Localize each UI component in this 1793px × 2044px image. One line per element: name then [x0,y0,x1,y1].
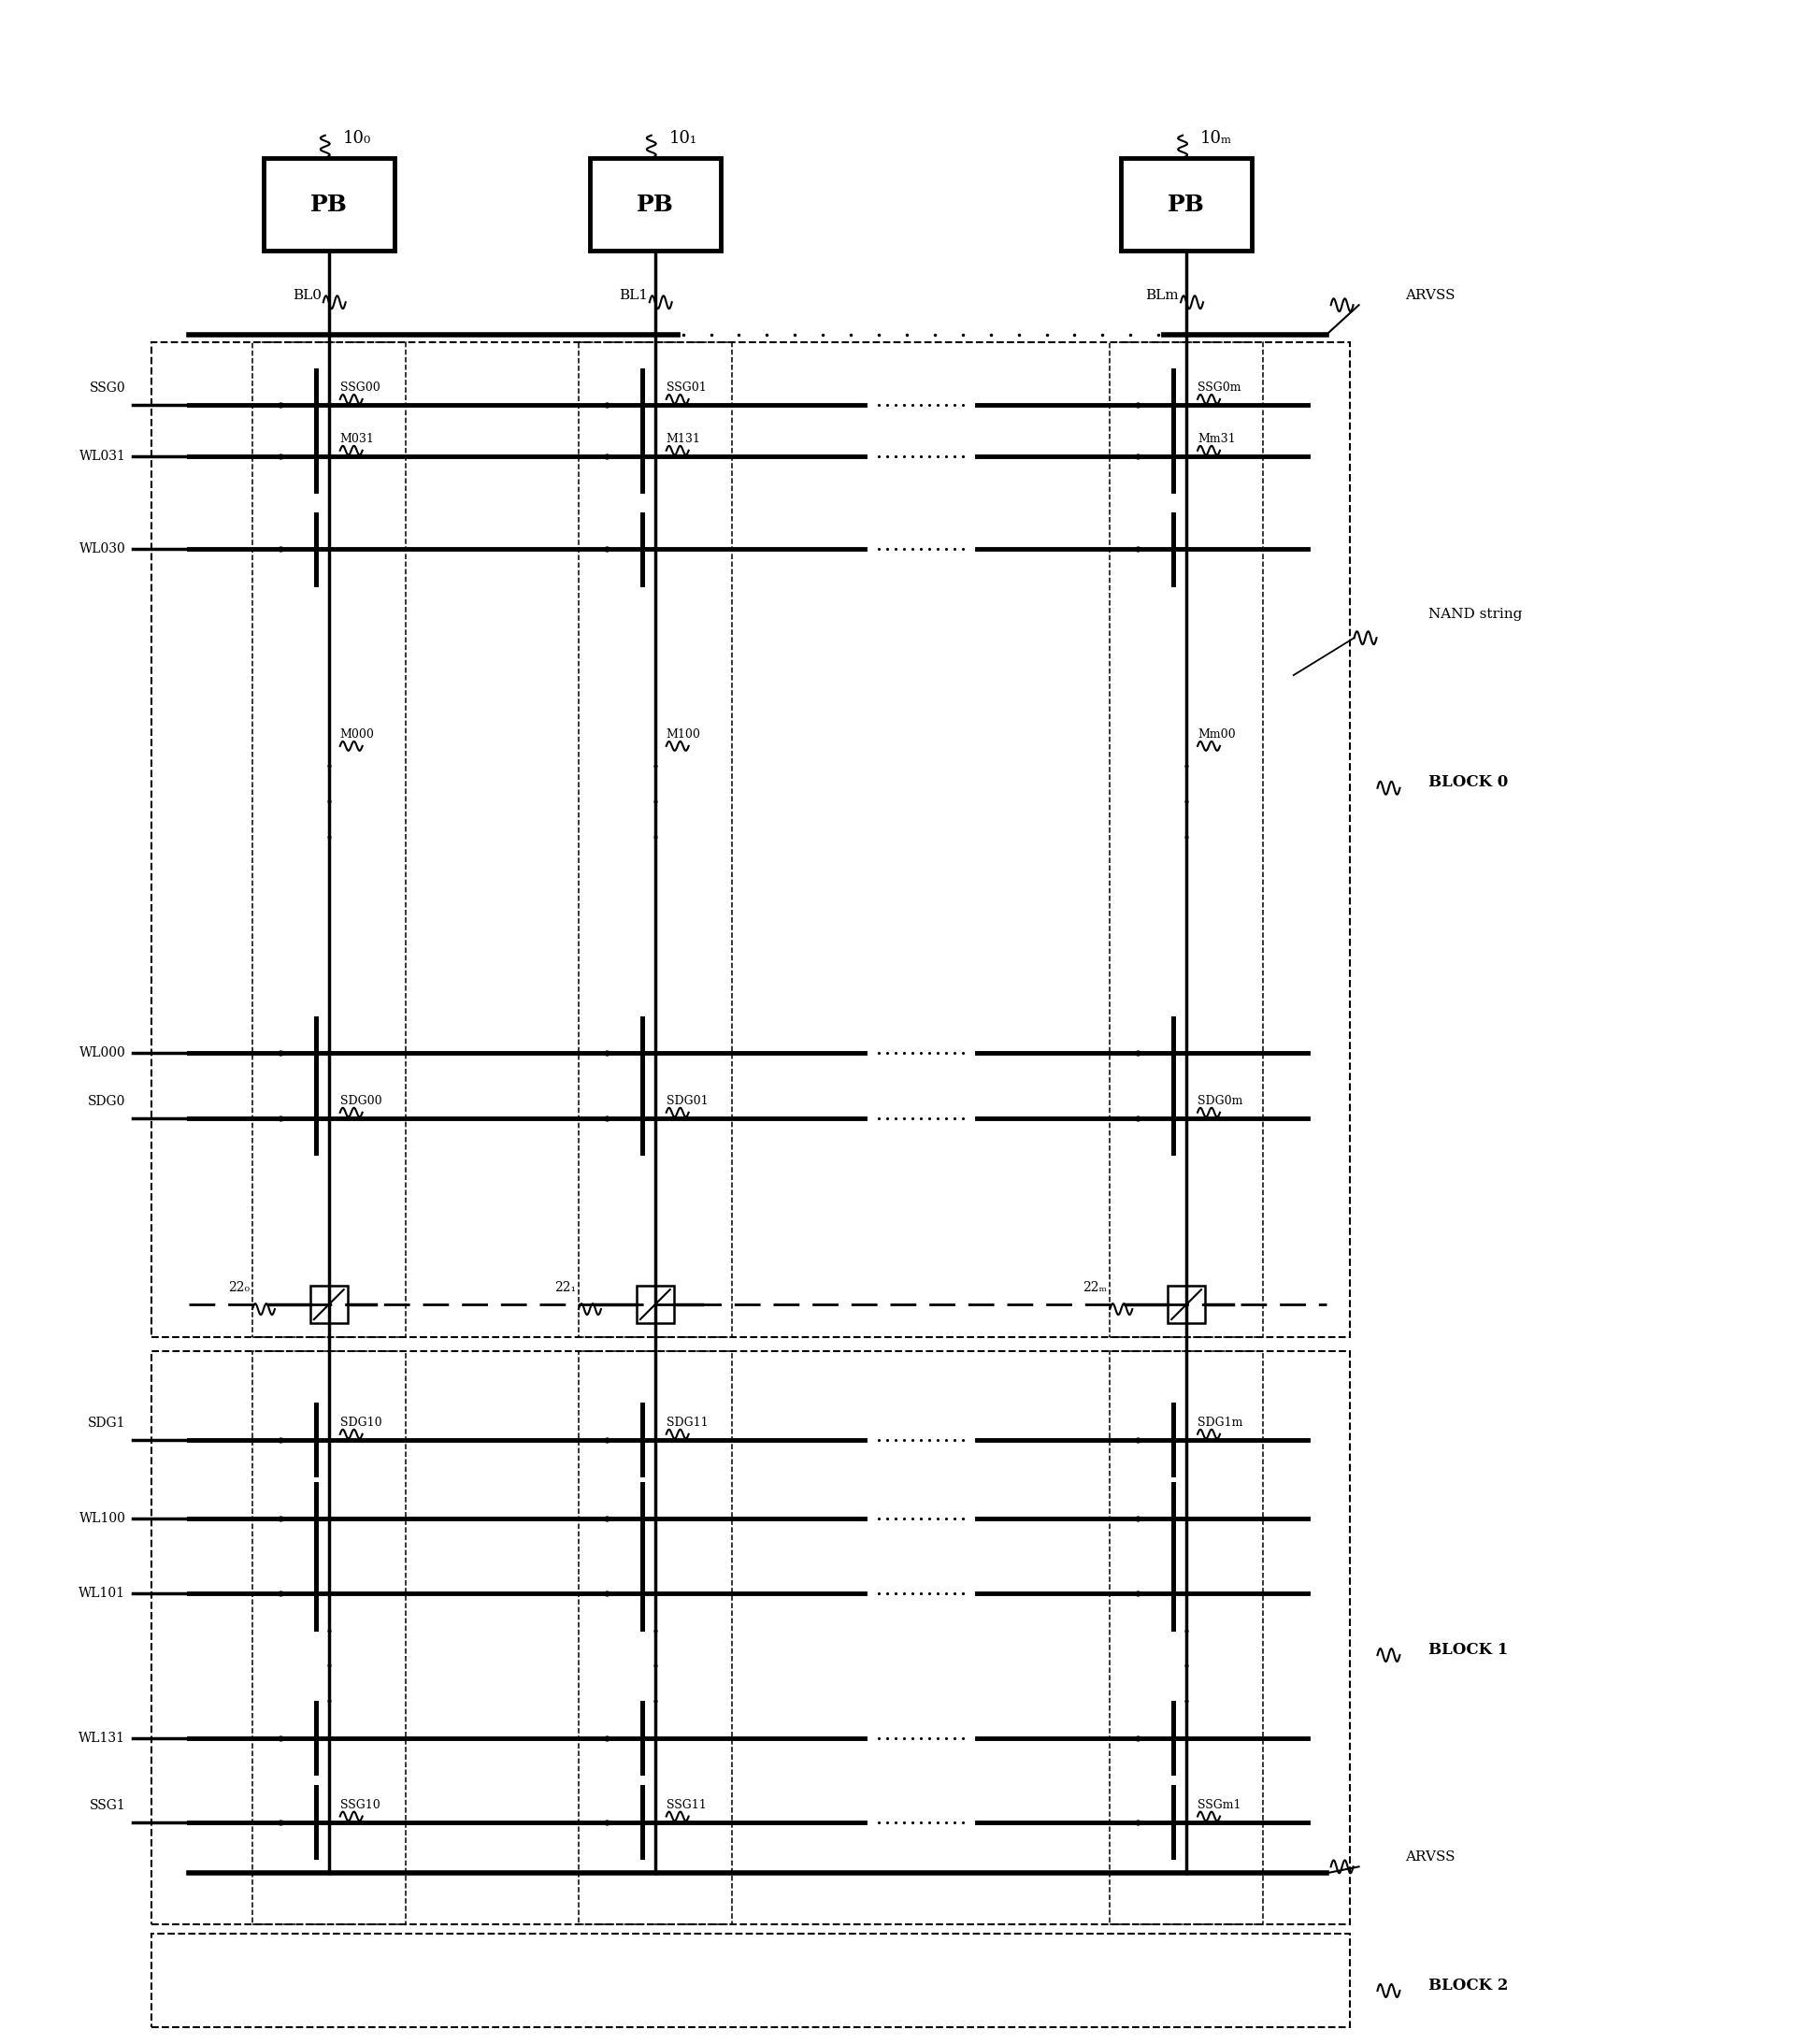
Text: SSG1: SSG1 [90,1799,126,1811]
Text: PB: PB [310,192,348,215]
Text: ARVSS: ARVSS [1406,1850,1456,1864]
Text: WL031: WL031 [79,450,126,462]
Text: M000: M000 [341,728,375,740]
FancyBboxPatch shape [1121,157,1252,251]
Text: 22₀: 22₀ [228,1282,249,1294]
Text: SSG0m: SSG0m [1198,382,1241,394]
Text: NAND string: NAND string [1429,607,1522,621]
Text: WL030: WL030 [79,544,126,556]
Text: SDG10: SDG10 [341,1416,382,1429]
Text: BLOCK 1: BLOCK 1 [1429,1641,1508,1658]
Text: BLOCK 2: BLOCK 2 [1429,1977,1508,1993]
Text: 22ₘ: 22ₘ [1083,1282,1106,1294]
FancyBboxPatch shape [264,157,394,251]
FancyBboxPatch shape [590,157,721,251]
Text: WL100: WL100 [79,1513,126,1525]
Text: PB: PB [1167,192,1205,215]
Text: SDG01: SDG01 [667,1096,708,1108]
Text: WL131: WL131 [79,1731,126,1746]
Text: SSG01: SSG01 [667,382,706,394]
Text: PB: PB [637,192,674,215]
Text: BLm: BLm [1146,288,1180,303]
FancyBboxPatch shape [1167,1286,1205,1322]
Text: SDG11: SDG11 [667,1416,708,1429]
Text: SSG00: SSG00 [341,382,380,394]
Text: SSG11: SSG11 [667,1799,706,1811]
Text: SDG1m: SDG1m [1198,1416,1243,1429]
Text: SSG10: SSG10 [341,1799,380,1811]
Text: BLOCK 0: BLOCK 0 [1429,775,1508,791]
Text: M031: M031 [341,433,375,446]
Text: SDG0m: SDG0m [1198,1096,1243,1108]
Text: SDG0: SDG0 [88,1096,126,1108]
Text: BL1: BL1 [619,288,647,303]
Text: 10ₘ: 10ₘ [1200,129,1232,147]
FancyBboxPatch shape [637,1286,674,1322]
Text: Mm00: Mm00 [1198,728,1235,740]
Text: ARVSS: ARVSS [1406,288,1456,303]
Text: BL0: BL0 [292,288,321,303]
Text: M131: M131 [667,433,701,446]
Text: SDG00: SDG00 [341,1096,382,1108]
Text: WL101: WL101 [79,1586,126,1600]
Text: 10₁: 10₁ [669,129,697,147]
FancyBboxPatch shape [310,1286,348,1322]
Text: WL000: WL000 [79,1047,126,1059]
Text: Mm31: Mm31 [1198,433,1235,446]
Text: M100: M100 [667,728,701,740]
Text: SSGm1: SSGm1 [1198,1799,1241,1811]
Text: SDG1: SDG1 [88,1416,126,1429]
Text: 10₀: 10₀ [342,129,371,147]
Text: 22₁: 22₁ [554,1282,576,1294]
Text: SSG0: SSG0 [90,382,126,394]
